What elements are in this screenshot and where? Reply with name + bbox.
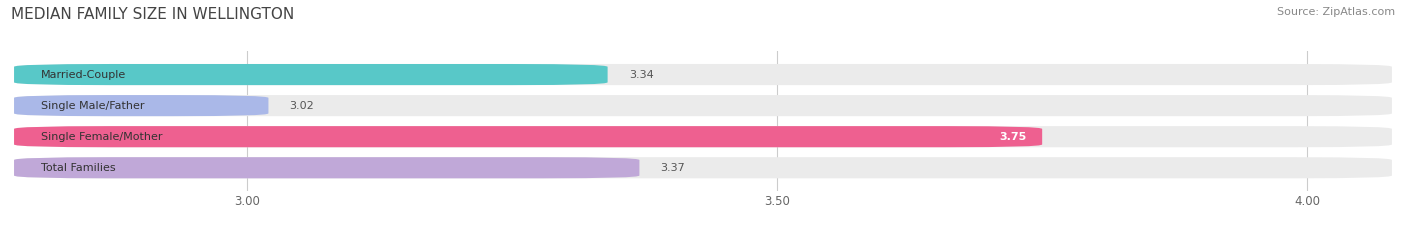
Text: Single Male/Father: Single Male/Father xyxy=(41,101,143,111)
FancyBboxPatch shape xyxy=(14,64,1392,85)
FancyBboxPatch shape xyxy=(14,95,1392,116)
FancyBboxPatch shape xyxy=(14,157,1392,178)
FancyBboxPatch shape xyxy=(14,126,1392,147)
Text: 3.37: 3.37 xyxy=(661,163,685,173)
FancyBboxPatch shape xyxy=(14,64,607,85)
Text: Married-Couple: Married-Couple xyxy=(41,70,125,79)
FancyBboxPatch shape xyxy=(14,126,1042,147)
Text: 3.75: 3.75 xyxy=(1000,132,1026,142)
Text: Total Families: Total Families xyxy=(41,163,115,173)
FancyBboxPatch shape xyxy=(14,157,640,178)
FancyBboxPatch shape xyxy=(14,95,269,116)
Text: Source: ZipAtlas.com: Source: ZipAtlas.com xyxy=(1277,7,1395,17)
Text: Single Female/Mother: Single Female/Mother xyxy=(41,132,162,142)
Text: 3.34: 3.34 xyxy=(628,70,654,79)
Text: MEDIAN FAMILY SIZE IN WELLINGTON: MEDIAN FAMILY SIZE IN WELLINGTON xyxy=(11,7,294,22)
Text: 3.02: 3.02 xyxy=(290,101,315,111)
